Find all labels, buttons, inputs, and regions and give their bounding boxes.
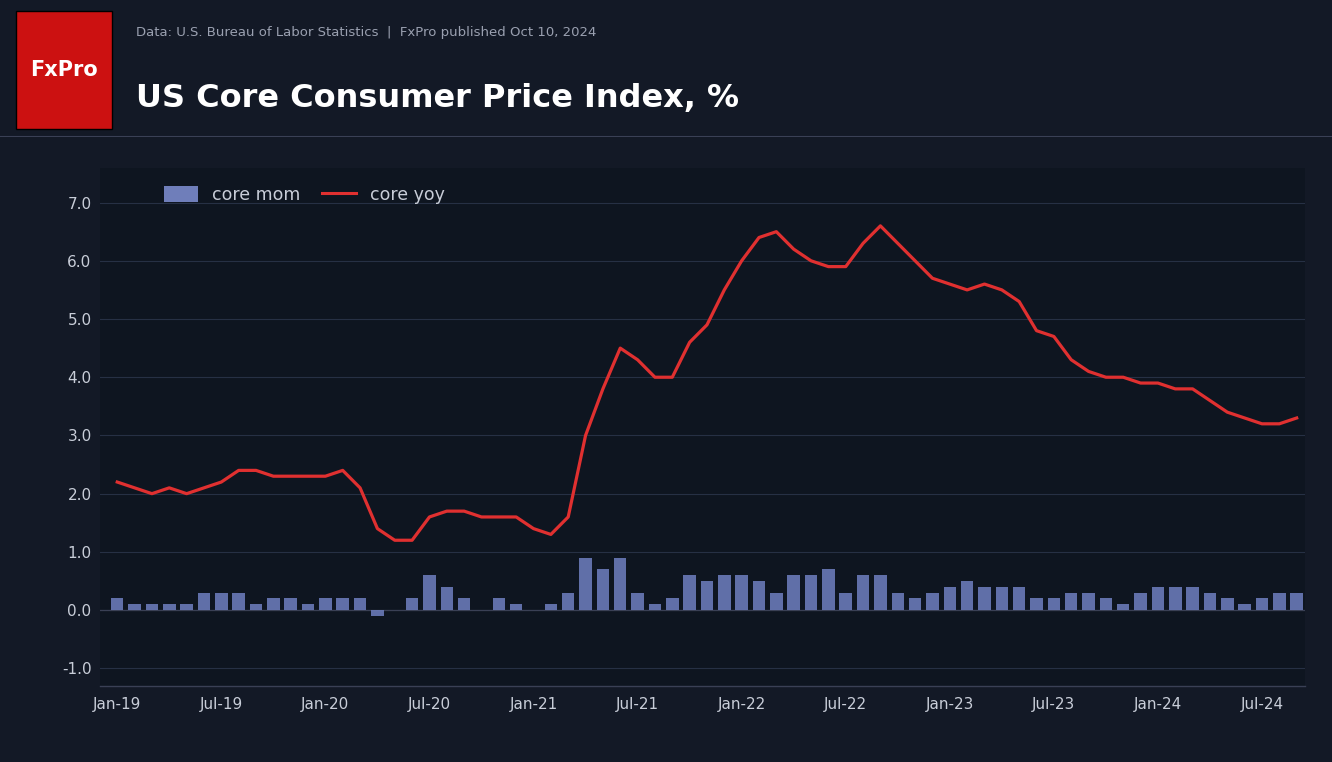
Bar (545, 604, 557, 610)
Text: Data: U.S. Bureau of Labor Statistics  |  FxPro published Oct 10, 2024: Data: U.S. Bureau of Labor Statistics | … (136, 27, 597, 40)
Bar (787, 575, 801, 610)
Bar (372, 610, 384, 616)
Bar (960, 581, 974, 610)
Bar (1187, 587, 1199, 610)
Bar (1083, 593, 1095, 610)
Bar (1066, 593, 1078, 610)
Bar (1291, 593, 1303, 610)
Bar (995, 587, 1008, 610)
Bar (111, 598, 124, 610)
Bar (978, 587, 991, 610)
Text: FxPro: FxPro (31, 60, 97, 80)
Bar (666, 598, 678, 610)
Bar (406, 598, 418, 610)
Bar (562, 593, 574, 610)
Bar (1273, 593, 1285, 610)
Bar (441, 587, 453, 610)
Bar (163, 604, 176, 610)
Bar (597, 569, 609, 610)
Bar (285, 598, 297, 610)
Bar (1152, 587, 1164, 610)
Bar (197, 593, 210, 610)
Bar (579, 558, 591, 610)
Bar (874, 575, 887, 610)
Bar (1221, 598, 1233, 610)
Bar (856, 575, 870, 610)
Bar (493, 598, 505, 610)
Bar (753, 581, 766, 610)
Bar (649, 604, 661, 610)
Bar (926, 593, 939, 610)
Bar (1204, 593, 1216, 610)
Bar (1169, 587, 1181, 610)
Bar (232, 593, 245, 610)
Text: US Core Consumer Price Index, %: US Core Consumer Price Index, % (136, 83, 739, 114)
Bar (735, 575, 747, 610)
Bar (701, 581, 713, 610)
Bar (1012, 587, 1026, 610)
Bar (1118, 604, 1130, 610)
Bar (718, 575, 730, 610)
Bar (1100, 598, 1112, 610)
Bar (908, 598, 922, 610)
Bar (424, 575, 436, 610)
Bar (891, 593, 904, 610)
Bar (354, 598, 366, 610)
Bar (250, 604, 262, 610)
Bar (1135, 593, 1147, 610)
Bar (145, 604, 159, 610)
Bar (683, 575, 695, 610)
Bar (128, 604, 141, 610)
Bar (805, 575, 818, 610)
Bar (614, 558, 626, 610)
Bar (180, 604, 193, 610)
Bar (214, 593, 228, 610)
Bar (268, 598, 280, 610)
Bar (839, 593, 852, 610)
FancyBboxPatch shape (16, 11, 112, 129)
Bar (1239, 604, 1251, 610)
Bar (1030, 598, 1043, 610)
Bar (320, 598, 332, 610)
Bar (458, 598, 470, 610)
Bar (631, 593, 643, 610)
Bar (943, 587, 956, 610)
Bar (1047, 598, 1060, 610)
Bar (822, 569, 835, 610)
Bar (302, 604, 314, 610)
Bar (770, 593, 783, 610)
Bar (1256, 598, 1268, 610)
Bar (337, 598, 349, 610)
Legend: core mom, core yoy: core mom, core yoy (157, 179, 452, 211)
Bar (510, 604, 522, 610)
